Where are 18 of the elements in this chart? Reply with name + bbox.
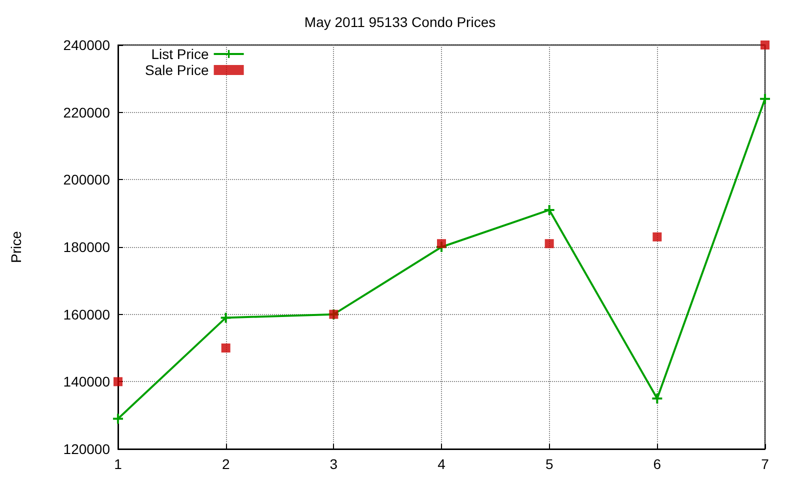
y-tick-label: 240000 (63, 37, 110, 53)
x-tick-label: 2 (222, 456, 230, 472)
y-tick-label: 180000 (63, 239, 110, 255)
x-tick-label: 4 (438, 456, 446, 472)
legend-label: List Price (151, 46, 210, 62)
x-tick-label: 3 (330, 456, 338, 472)
x-tick-label: 6 (653, 456, 662, 472)
y-tick-label: 160000 (63, 306, 110, 322)
x-tick-label: 5 (545, 456, 554, 472)
y-tick-label: 220000 (63, 104, 110, 120)
y-tick-label: 140000 (63, 374, 110, 390)
x-tick-label: 1 (114, 456, 122, 472)
y-tick-label: 120000 (63, 441, 110, 457)
y-axis-title: Price (8, 230, 24, 263)
chart-title: May 2011 95133 Condo Prices (304, 14, 496, 30)
y-tick-label: 200000 (63, 172, 110, 188)
x-tick-label: 7 (761, 456, 770, 472)
legend-label: Sale Price (144, 62, 210, 78)
